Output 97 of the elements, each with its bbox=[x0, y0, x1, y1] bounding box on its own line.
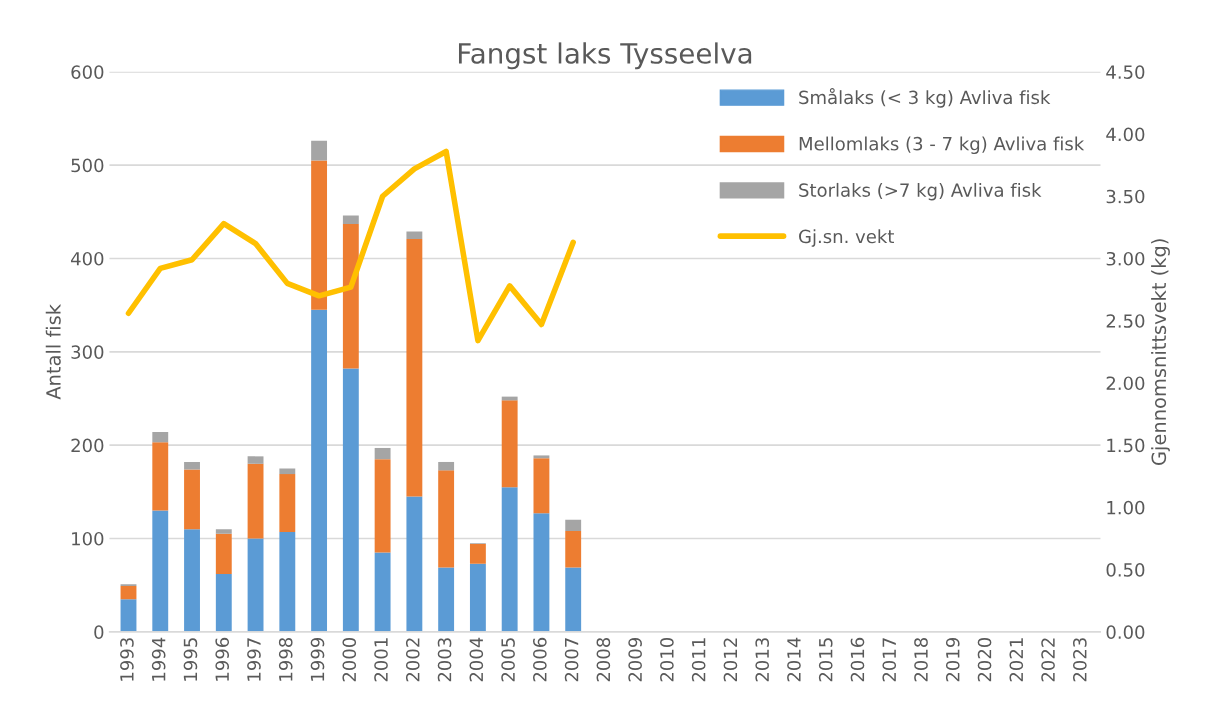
x-tick-label: 2013 bbox=[755, 638, 770, 682]
bar bbox=[311, 309, 328, 632]
x-tick-label: 2021 bbox=[1009, 638, 1024, 682]
bar bbox=[215, 529, 232, 534]
y-tick-label: 400 bbox=[71, 251, 104, 266]
y2-tick-label: 3.50 bbox=[1106, 189, 1145, 204]
bar bbox=[120, 586, 137, 600]
y2-tick-label: 3.00 bbox=[1106, 251, 1145, 266]
x-tick-label: 2019 bbox=[945, 637, 960, 682]
bar bbox=[152, 510, 169, 632]
bar bbox=[501, 487, 518, 632]
y-axis-title: Antall fisk bbox=[45, 303, 61, 400]
bar bbox=[152, 442, 169, 511]
x-tick-label: 2012 bbox=[723, 638, 738, 682]
x-tick-label: 1999 bbox=[310, 637, 325, 681]
x-tick-label: 2016 bbox=[850, 637, 865, 682]
bar bbox=[533, 458, 550, 514]
bar bbox=[184, 529, 200, 632]
x-tick-label: 2008 bbox=[596, 637, 611, 682]
bar bbox=[342, 368, 359, 632]
bar bbox=[247, 456, 264, 464]
x-tick-label: 2005 bbox=[501, 638, 515, 682]
bar bbox=[184, 469, 200, 530]
x-tick-label: 2007 bbox=[564, 638, 579, 682]
bar bbox=[152, 432, 169, 443]
x-tick-label: 1993 bbox=[120, 638, 134, 681]
y2-tick-label: 4.50 bbox=[1106, 65, 1145, 79]
bar bbox=[247, 463, 264, 539]
x-tick-label: 2002 bbox=[405, 638, 420, 682]
y2-tick-label: 4.00 bbox=[1106, 127, 1145, 142]
x-tick-label: 2015 bbox=[818, 638, 833, 682]
x-tick-label: 2017 bbox=[882, 638, 897, 682]
x-tick-label: 1997 bbox=[247, 638, 261, 681]
legend-label: Smålaks (< 3 kg) Avliva fisk bbox=[799, 88, 1051, 108]
y-tick-label: 200 bbox=[71, 438, 104, 453]
bar bbox=[406, 231, 423, 239]
bar bbox=[501, 400, 518, 488]
y2-tick-label: 1.50 bbox=[1107, 438, 1145, 453]
bar bbox=[565, 519, 582, 532]
bar bbox=[565, 531, 582, 568]
bar bbox=[311, 140, 328, 161]
y-tick-label: 300 bbox=[71, 345, 104, 359]
y-tick-label: 100 bbox=[72, 531, 104, 546]
x-tick-label: 2018 bbox=[914, 637, 928, 682]
bar bbox=[342, 223, 359, 369]
x-tick-label: 2023 bbox=[1073, 638, 1087, 682]
x-tick-label: 2000 bbox=[342, 637, 357, 682]
bar bbox=[533, 455, 550, 459]
x-tick-label: 1996 bbox=[215, 637, 230, 681]
y2-axis-title: Gjennomsnittsvekt (kg) bbox=[1151, 239, 1170, 465]
bar bbox=[279, 531, 296, 632]
x-tick-label: 2014 bbox=[787, 637, 801, 682]
x-tick-label: 2022 bbox=[1041, 638, 1055, 682]
y2-tick-label: 1.00 bbox=[1107, 500, 1145, 515]
bar bbox=[438, 567, 455, 632]
x-tick-label: 1995 bbox=[183, 638, 198, 681]
bar bbox=[311, 160, 328, 310]
bar bbox=[469, 563, 486, 632]
bar bbox=[438, 461, 455, 471]
y-tick-label: 500 bbox=[71, 158, 104, 173]
bar bbox=[438, 470, 455, 568]
bar bbox=[565, 567, 582, 632]
y2-tick-label: 2.00 bbox=[1106, 376, 1145, 391]
bar bbox=[374, 459, 391, 553]
bar bbox=[215, 533, 232, 574]
bar bbox=[279, 468, 296, 475]
x-tick-label: 2010 bbox=[660, 637, 674, 682]
x-tick-label: 1994 bbox=[151, 637, 166, 681]
legend-label: Storlaks (>7 kg) Avliva fisk bbox=[799, 182, 1042, 201]
bar bbox=[374, 552, 391, 632]
x-tick-label: 2011 bbox=[691, 638, 706, 682]
bar bbox=[247, 538, 264, 632]
x-tick-label: 2001 bbox=[374, 638, 388, 682]
x-tick-label: 1998 bbox=[278, 637, 293, 681]
bar bbox=[533, 513, 550, 632]
bar bbox=[374, 447, 391, 460]
bar bbox=[120, 599, 137, 632]
y-tick-label: 0 bbox=[94, 625, 104, 639]
bar bbox=[406, 496, 423, 632]
y2-tick-label: 2.50 bbox=[1106, 314, 1145, 328]
x-tick-label: 2006 bbox=[533, 637, 547, 682]
bar bbox=[215, 573, 232, 632]
bar bbox=[184, 461, 200, 470]
y-tick-label: 600 bbox=[71, 65, 104, 79]
chart-title: Fangst laks Tysseelva bbox=[458, 42, 752, 70]
legend-label: Mellomlaks (3 - 7 kg) Avliva fisk bbox=[799, 136, 1085, 155]
y2-tick-label: 0.50 bbox=[1106, 563, 1145, 577]
bar bbox=[342, 215, 359, 224]
bar bbox=[469, 544, 486, 564]
x-tick-label: 2020 bbox=[977, 637, 992, 682]
y2-tick-label: 0.00 bbox=[1106, 625, 1145, 639]
bar bbox=[279, 474, 296, 532]
x-tick-label: 2004 bbox=[469, 637, 484, 682]
x-tick-label: 2003 bbox=[437, 638, 452, 682]
x-tick-label: 2009 bbox=[628, 637, 642, 682]
legend-label: Gj.sn. vekt bbox=[799, 229, 894, 247]
bar bbox=[406, 238, 423, 497]
